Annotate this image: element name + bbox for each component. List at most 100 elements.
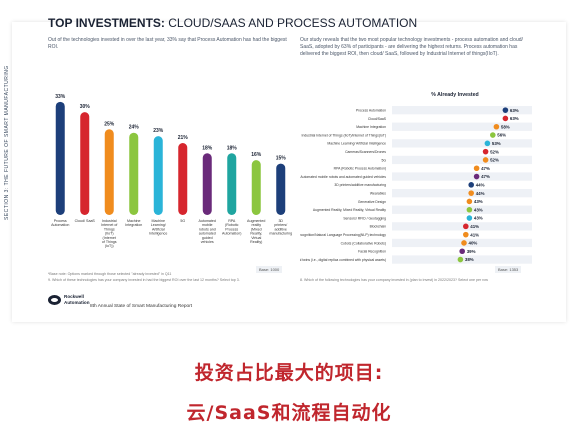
- dot-row-band-2: [392, 122, 532, 131]
- dot-2: [493, 123, 500, 130]
- page-title: TOP INVESTMENTS: CLOUD/SAAS AND PROCESS …: [48, 16, 418, 30]
- bar-4: [153, 136, 163, 215]
- bar-category-label-3: Machine Integration: [125, 219, 142, 227]
- bar-value-label-0: 33%: [55, 94, 66, 100]
- dot-value-label-6: 52%: [490, 158, 499, 163]
- dot-value-label-18: 38%: [465, 257, 474, 262]
- dot-value-label-8: 47%: [481, 174, 490, 179]
- footnote-question-left: 9. Which of these technologies has your …: [48, 278, 240, 282]
- bar-category-label-7: RPA (Robotic Process Automation): [222, 219, 241, 236]
- report-name: 8th Annual State of Smart Manufacturing …: [90, 304, 193, 309]
- dot-category-label-5: Cameras/Scanners/Drones: [345, 150, 386, 154]
- bar-0: [55, 101, 65, 215]
- dot-category-label-4: Machine Learning/ Artificial Intelligenc…: [327, 142, 386, 146]
- dot-18: [457, 256, 464, 263]
- dot-row-band-10: [392, 189, 532, 198]
- bar-2: [104, 129, 114, 215]
- roi-bar-chart: 33% Process Automation 30% Cloud/ SaaS 25% Ind…: [51, 94, 292, 248]
- bar-category-label-5: 5G: [180, 219, 185, 223]
- dot-row-band-4: [392, 139, 532, 148]
- dot-13: [466, 215, 473, 221]
- bar-category-label-9: 3D printers/additive manufacturing: [269, 219, 292, 236]
- dot-12: [466, 206, 473, 213]
- dot-row-band-8: [392, 172, 532, 181]
- dot-value-label-15: 41%: [470, 232, 479, 237]
- dot-0: [502, 107, 509, 113]
- dot-category-label-11: Generative Design: [358, 200, 386, 204]
- dot-value-label-16: 40%: [469, 241, 478, 246]
- dot-8: [473, 173, 480, 180]
- dot-category-label-17: Facial Recognition: [358, 250, 386, 254]
- dot-chart-title: % Already Invested: [431, 92, 478, 98]
- dot-row-band-6: [392, 155, 532, 165]
- bar-category-label-4: Machine Learning/Artificial Intelligence: [149, 219, 167, 236]
- bar-value-label-2: 25%: [104, 121, 115, 127]
- bar-5: [178, 143, 188, 215]
- bar-7: [227, 153, 237, 215]
- dot-category-label-15: Voice Recognition/Natural Language Proce…: [300, 233, 386, 237]
- dot-value-label-0: 63%: [510, 108, 519, 113]
- intro-right-text: Our study reveals that the two most popu…: [300, 37, 523, 57]
- dot-9: [468, 182, 474, 188]
- bar-9: [276, 163, 286, 215]
- dot-value-label-17: 39%: [467, 249, 476, 254]
- dot-value-label-10: 44%: [476, 191, 485, 196]
- dot-category-label-18: Digital twins (i.e., digital replica com…: [300, 258, 386, 262]
- dot-row-band-12: [392, 205, 532, 214]
- dot-category-label-0: Process Automation: [356, 108, 386, 112]
- already-invested-dot-chart: % Already Invested Process Automation 63% C…: [300, 92, 532, 264]
- dot-category-label-3: Industrial Internet of Things (IIoT)/Int…: [302, 133, 387, 137]
- dot-5: [482, 148, 489, 155]
- caption-line-2: 云/SaaS和流程自动化: [186, 402, 392, 424]
- dot-value-label-3: 56%: [497, 133, 506, 138]
- dot-14: [463, 223, 469, 230]
- base-note-left: Base: 1000: [256, 266, 283, 273]
- rockwell-logo-icon: [48, 295, 61, 305]
- bar-value-label-5: 21%: [178, 135, 189, 141]
- dot-value-label-12: 43%: [474, 207, 483, 212]
- dot-category-label-1: Cloud/SaaS: [368, 117, 387, 121]
- dot-value-label-14: 41%: [470, 224, 479, 229]
- bar-value-label-8: 16%: [251, 152, 262, 158]
- dot-category-label-14: Blockchain: [370, 225, 387, 229]
- bar-value-label-7: 18%: [227, 145, 238, 151]
- bar-1: [80, 112, 90, 215]
- dot-3: [490, 132, 496, 138]
- bar-category-label-6: Automated mobile robots and automated guided…: [199, 219, 216, 244]
- dot-category-label-12: Augmented Reality, Mixed Reality, Virtua…: [313, 208, 386, 212]
- report-slide: [12, 22, 566, 322]
- dot-value-label-4: 53%: [492, 141, 501, 146]
- dot-category-label-8: Automated mobile robots and automated gu…: [300, 175, 386, 179]
- bar-value-label-1: 30%: [80, 104, 91, 110]
- dot-16: [461, 240, 467, 246]
- dot-4: [484, 140, 491, 147]
- base-note-right: Base: 1353: [495, 266, 522, 273]
- dot-11: [466, 198, 473, 205]
- logo-line-2: Automation: [64, 299, 90, 305]
- dot-row-band-0: [392, 106, 532, 115]
- dot-10: [468, 190, 474, 196]
- bar-value-label-4: 23%: [153, 128, 164, 134]
- bar-category-label-1: Cloud/ SaaS: [75, 219, 96, 223]
- bar-category-label-8: Augmented reality (Mixed Reality, Virtual Rea…: [247, 219, 265, 244]
- bar-category-label-2: Industrial Internet of Things (IIoT) (Intern…: [101, 219, 117, 248]
- dot-value-label-1: 63%: [510, 116, 519, 121]
- dot-category-label-2: Machine Integration: [356, 125, 386, 129]
- caption-line-1: 投资占比最大的项目:: [194, 362, 384, 384]
- bar-value-label-3: 24%: [129, 125, 140, 131]
- dot-6: [482, 157, 489, 163]
- dot-value-label-5: 52%: [490, 149, 499, 154]
- logo-line-1: Rockwell: [64, 294, 84, 299]
- footnote-base: *Base note: Options marked through those…: [48, 272, 172, 276]
- dot-category-label-10: Wearables: [370, 191, 386, 195]
- bar-value-label-6: 18%: [202, 145, 213, 151]
- dot-7: [473, 165, 480, 172]
- dot-value-label-13: 43%: [474, 216, 483, 221]
- dot-value-label-9: 44%: [476, 182, 485, 187]
- bar-6: [202, 153, 212, 215]
- bar-category-label-0: Process Automation: [51, 219, 69, 227]
- bar-value-label-9: 15%: [276, 156, 287, 162]
- dot-category-label-16: Cobots (Collaborative Robots): [341, 241, 386, 245]
- intro-left-text: Out of the technologies invested in over…: [48, 37, 287, 50]
- dot-value-label-7: 47%: [481, 166, 490, 171]
